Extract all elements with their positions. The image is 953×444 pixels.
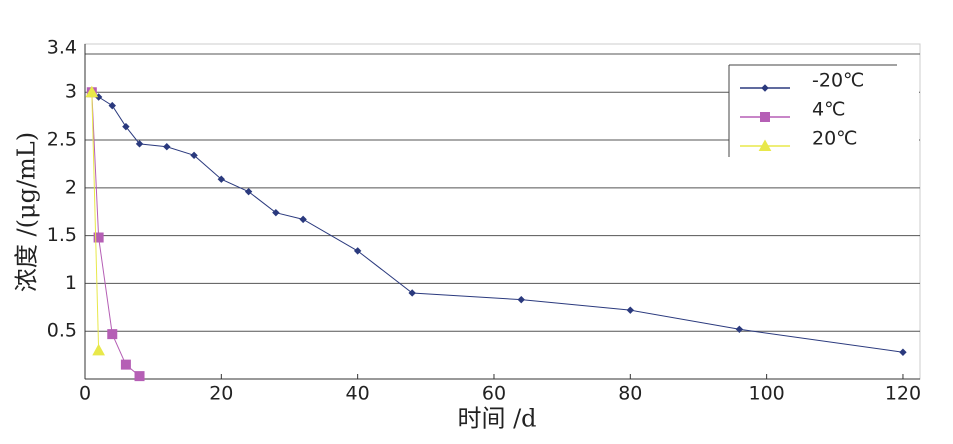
- marker: [899, 348, 907, 356]
- marker: [107, 329, 118, 340]
- marker: [190, 151, 198, 160]
- marker: [85, 85, 99, 98]
- x-tick-label: 0: [79, 383, 91, 405]
- y-axis-title: 浓度 /(μg/mL): [13, 132, 41, 292]
- marker: [517, 295, 525, 304]
- legend-marker: [758, 139, 772, 151]
- marker: [735, 325, 744, 334]
- marker: [408, 289, 416, 297]
- y-tick-label: 3: [65, 81, 77, 103]
- marker: [122, 122, 130, 131]
- legend-label: 20℃: [812, 128, 858, 150]
- marker: [299, 215, 307, 224]
- marker: [92, 343, 105, 356]
- marker: [135, 140, 144, 148]
- marker: [108, 101, 116, 110]
- y-tick-label: 2.5: [47, 129, 77, 151]
- x-tick-label: 120: [885, 383, 921, 405]
- legend-marker: [760, 112, 770, 122]
- x-tick-label: 100: [748, 383, 784, 405]
- marker: [217, 175, 226, 183]
- marker: [353, 247, 362, 255]
- marker: [626, 306, 635, 314]
- y-tick-label: 2: [65, 176, 77, 198]
- marker: [134, 371, 145, 382]
- x-tick-label: 20: [209, 383, 233, 405]
- series-line: [91, 92, 100, 351]
- y-tick-label: 1.5: [47, 224, 77, 246]
- x-axis-title: 时间 /d: [457, 405, 536, 433]
- legend: -20℃ 4℃ 20℃: [728, 64, 919, 157]
- marker: [163, 143, 171, 151]
- legend-box: [729, 65, 919, 157]
- x-tick-label: 80: [618, 383, 642, 405]
- marker: [120, 359, 131, 370]
- x-tick-label: 40: [346, 383, 370, 405]
- y-tick-label: 1: [65, 272, 77, 294]
- marker: [272, 208, 280, 217]
- legend-marker: [761, 84, 769, 92]
- legend-label: -20℃: [812, 70, 864, 92]
- y-tick-label: 3.4: [47, 37, 77, 59]
- x-tick-label: 60: [482, 383, 506, 405]
- marker: [244, 187, 253, 196]
- marker: [93, 232, 104, 243]
- legend-label: 4℃: [812, 99, 845, 121]
- y-tick-label: 0.5: [47, 320, 77, 342]
